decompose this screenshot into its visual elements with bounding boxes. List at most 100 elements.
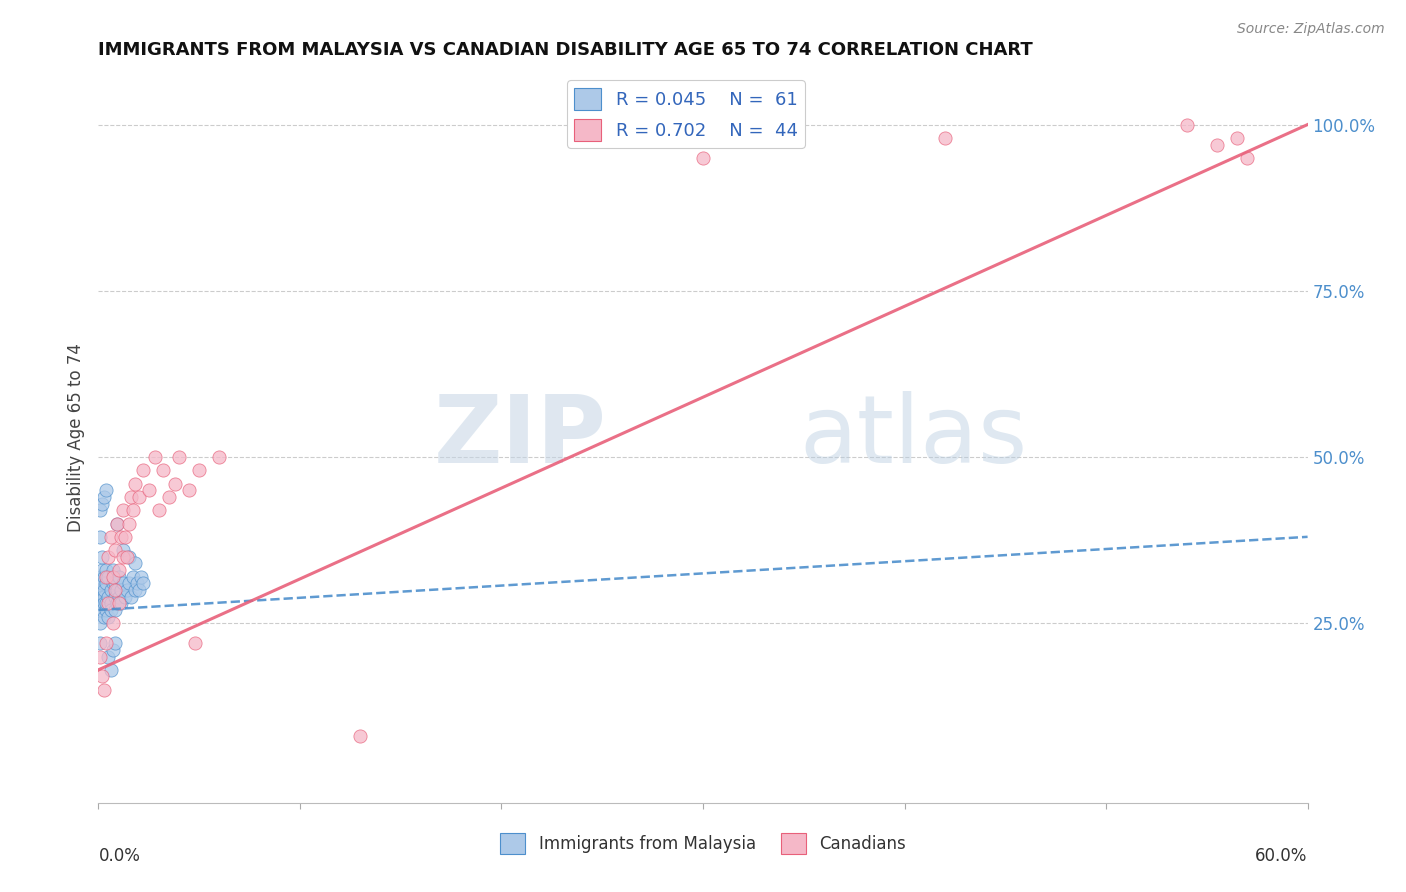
Point (121, 503, 143, 517)
Point (91, 549, 114, 564)
Point (93, 682, 115, 697)
Point (91, 497, 114, 511)
Point (152, 463, 174, 477)
Point (1175, 118, 1198, 132)
Point (107, 596, 129, 610)
Point (111, 543, 134, 558)
Point (93, 590, 115, 604)
Y-axis label: Disability Age 65 to 74: Disability Age 65 to 74 (66, 343, 84, 532)
Point (118, 516, 141, 531)
Point (93, 570, 115, 584)
Point (105, 516, 128, 531)
Point (105, 516, 128, 531)
Point (103, 576, 125, 591)
Point (103, 590, 125, 604)
Text: ZIP: ZIP (433, 391, 606, 483)
Point (114, 530, 136, 544)
Point (692, 151, 714, 165)
Point (91, 582, 114, 597)
Point (129, 570, 152, 584)
Point (1226, 131, 1249, 145)
Point (97, 609, 120, 624)
Point (100, 663, 122, 677)
Point (101, 576, 124, 591)
Point (1236, 151, 1258, 165)
Point (103, 636, 125, 650)
Point (934, 131, 956, 145)
Point (110, 582, 132, 597)
Point (110, 530, 132, 544)
Point (128, 490, 150, 504)
Point (121, 570, 143, 584)
Point (97, 549, 120, 564)
Point (89, 582, 111, 597)
Point (111, 549, 134, 564)
Point (103, 582, 125, 597)
Text: 0.0%: 0.0% (98, 847, 141, 864)
Point (91, 590, 114, 604)
Point (120, 490, 142, 504)
Point (143, 450, 166, 464)
Point (115, 549, 138, 564)
Point (167, 450, 190, 464)
Point (91, 576, 114, 591)
Point (103, 603, 125, 617)
Point (96, 596, 118, 610)
Point (124, 557, 146, 571)
Point (107, 570, 129, 584)
Point (100, 582, 122, 597)
Point (148, 503, 170, 517)
Point (105, 582, 128, 597)
Point (107, 590, 129, 604)
Text: atlas: atlas (800, 391, 1028, 483)
Point (89, 530, 111, 544)
Point (89, 503, 111, 517)
Point (107, 563, 129, 577)
Point (124, 476, 146, 491)
Point (157, 490, 180, 504)
Point (96, 636, 118, 650)
Point (91, 563, 114, 577)
Point (93, 596, 115, 610)
Point (96, 483, 118, 498)
Point (105, 596, 128, 610)
Point (100, 596, 122, 610)
Point (91, 603, 114, 617)
Point (97, 649, 120, 664)
Point (96, 563, 118, 577)
Point (89, 649, 111, 664)
Point (179, 483, 201, 498)
Point (163, 476, 186, 491)
Point (110, 596, 132, 610)
Point (89, 570, 111, 584)
Point (125, 576, 148, 591)
Point (97, 570, 120, 584)
Point (101, 563, 124, 577)
Point (132, 576, 155, 591)
Point (120, 590, 142, 604)
Point (89, 616, 111, 631)
Point (111, 576, 134, 591)
Point (89, 636, 111, 650)
Point (124, 582, 146, 597)
Point (89, 596, 111, 610)
Point (97, 590, 120, 604)
Point (349, 729, 371, 743)
Point (115, 582, 138, 597)
Point (208, 450, 231, 464)
Point (1206, 137, 1229, 152)
Point (101, 616, 124, 631)
Point (111, 503, 134, 517)
Point (100, 530, 122, 544)
Point (93, 582, 115, 597)
Point (138, 483, 160, 498)
Point (97, 596, 120, 610)
Point (96, 603, 118, 617)
Point (96, 576, 118, 591)
Point (100, 603, 122, 617)
Point (101, 570, 124, 584)
Text: Source: ZipAtlas.com: Source: ZipAtlas.com (1237, 22, 1385, 37)
Point (118, 549, 141, 564)
Point (128, 582, 150, 597)
Point (91, 669, 114, 683)
